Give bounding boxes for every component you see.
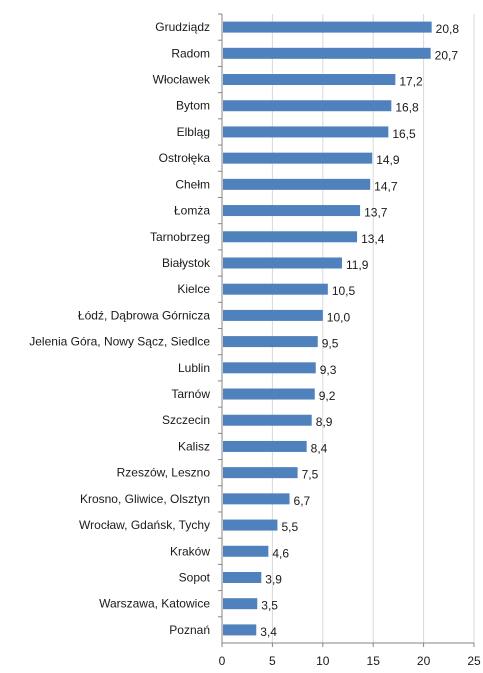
category-label: Poznań: [169, 623, 210, 637]
value-label: 16,8: [395, 101, 419, 115]
category-label: Łódź, Dąbrowa Górnicza: [78, 308, 210, 322]
x-tick-label: 10: [316, 654, 330, 668]
value-label: 4,6: [272, 546, 289, 560]
bar: [223, 519, 278, 531]
category-label: Białystok: [162, 256, 211, 270]
value-label: 14,7: [374, 179, 398, 193]
category-label: Chełm: [175, 177, 210, 191]
bar: [223, 388, 315, 400]
category-label: Kraków: [170, 544, 210, 558]
category-label: Tarnów: [171, 387, 210, 401]
bar: [223, 336, 318, 348]
bars: [223, 21, 432, 636]
bar: [223, 283, 328, 295]
category-label: Warszawa, Katowice: [99, 597, 210, 611]
bar: [223, 231, 358, 243]
category-label: Bytom: [176, 99, 210, 113]
category-label: Grudziądz: [155, 20, 210, 34]
category-label: Kalisz: [178, 439, 210, 453]
category-label: Szczecin: [162, 413, 210, 427]
bar: [223, 624, 257, 636]
value-label: 11,9: [346, 258, 369, 272]
value-label: 8,4: [311, 441, 328, 455]
bar: [223, 309, 323, 321]
category-label: Wrocław, Gdańsk, Tychy: [79, 518, 210, 532]
bar: [223, 493, 290, 505]
bar: [223, 74, 396, 86]
value-label: 10,0: [327, 310, 351, 324]
category-label: Tarnobrzeg: [150, 230, 210, 244]
value-label: 14,9: [376, 153, 400, 167]
value-label: 16,5: [392, 127, 416, 141]
value-label: 20,7: [435, 48, 459, 62]
category-label: Kielce: [177, 282, 210, 296]
category-label: Sopot: [179, 570, 211, 584]
value-label: 3,9: [265, 572, 282, 586]
labels: 0 5 10 15 20 25 Grudziądz 20,8 Radom 20,7 Włocławe…: [29, 20, 481, 668]
value-label: 3,4: [260, 625, 277, 639]
x-tick-label: 5: [269, 654, 276, 668]
bar: [223, 362, 316, 374]
value-label: 13,7: [364, 206, 388, 220]
value-label: 9,3: [320, 363, 337, 377]
bar: [223, 545, 269, 557]
bar: [223, 598, 258, 610]
x-tick-label: 25: [467, 654, 481, 668]
category-label: Jelenia Góra, Nowy Sącz, Siedlce: [29, 335, 210, 349]
bar: [223, 257, 342, 269]
bar: [223, 21, 432, 33]
bar: [223, 152, 373, 164]
x-tick-label: 0: [219, 654, 226, 668]
bar: [223, 178, 371, 190]
value-label: 8,9: [316, 415, 333, 429]
bar: [223, 414, 312, 426]
category-label: Łomża: [174, 204, 210, 218]
bar: [223, 467, 298, 479]
bar: [223, 440, 307, 452]
value-label: 13,4: [361, 232, 385, 246]
value-label: 7,5: [302, 468, 319, 482]
bar: [223, 126, 389, 138]
value-label: 17,2: [399, 75, 423, 89]
value-label: 10,5: [332, 284, 356, 298]
bar: [223, 205, 361, 217]
value-label: 20,8: [436, 22, 460, 36]
value-label: 5,5: [281, 520, 298, 534]
x-tick-label: 20: [417, 654, 431, 668]
bar: [223, 47, 431, 59]
category-label: Elbląg: [177, 125, 210, 139]
value-label: 9,5: [322, 337, 339, 351]
bar: [223, 100, 392, 112]
x-tick-label: 15: [367, 654, 381, 668]
category-label: Krosno, Gliwice, Olsztyn: [80, 492, 210, 506]
category-label: Ostrołęka: [159, 151, 211, 165]
value-label: 6,7: [294, 494, 311, 508]
axes: [218, 13, 475, 647]
category-label: Włocławek: [153, 73, 211, 87]
category-label: Rzeszów, Leszno: [117, 466, 211, 480]
grid-lines: [271, 14, 475, 643]
bar: [223, 571, 262, 583]
category-label: Lublin: [178, 361, 210, 375]
value-label: 9,2: [319, 389, 336, 403]
value-label: 3,5: [261, 599, 278, 613]
category-label: Radom: [171, 46, 210, 60]
